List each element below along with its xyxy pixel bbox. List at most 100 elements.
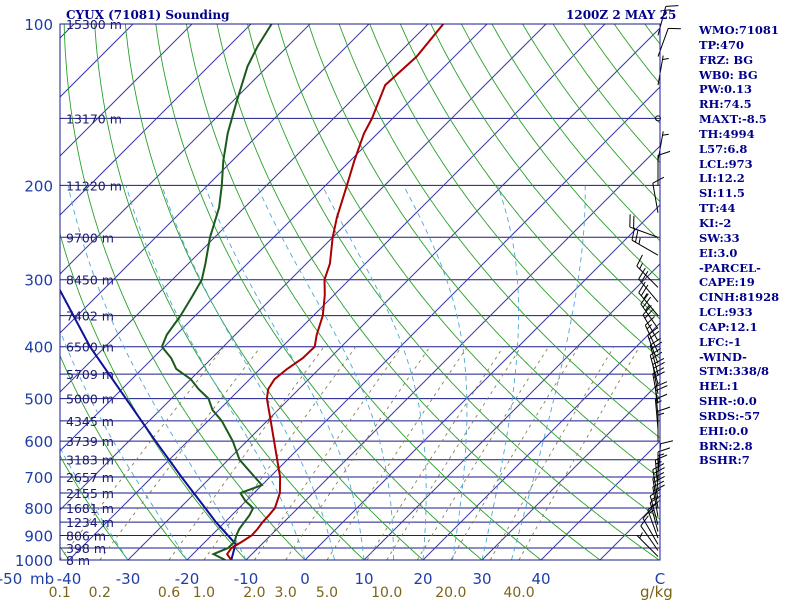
wind-barb-half-flag bbox=[657, 412, 665, 416]
stability-index-row: LCL:933 bbox=[699, 305, 753, 320]
dry-adiabat-line bbox=[60, 454, 129, 560]
dry-adiabat-line bbox=[491, 24, 660, 242]
wind-barb-shaft bbox=[657, 55, 664, 86]
stability-index-row: LI:12.2 bbox=[699, 171, 745, 186]
wind-barb-flag bbox=[640, 284, 649, 296]
wind-barb-shaft bbox=[631, 239, 659, 256]
mixing-ratio-line bbox=[254, 346, 402, 560]
parcel-curve bbox=[60, 288, 237, 560]
stability-index-row: PW:0.13 bbox=[699, 82, 753, 97]
wind-barb bbox=[657, 131, 669, 161]
pressure-tick-label: 700 bbox=[24, 469, 53, 487]
dewpoint-curve bbox=[160, 24, 273, 560]
temperature-tick-label: 0 bbox=[300, 570, 310, 588]
wind-barb-half-flag bbox=[643, 293, 648, 300]
isotherm-line bbox=[60, 24, 193, 157]
wind-barb-flag bbox=[655, 454, 668, 461]
wind-barb-half-flag bbox=[638, 237, 641, 245]
temperature-tick-label: -50 bbox=[0, 570, 22, 588]
wind-barb-half-flag bbox=[662, 133, 669, 136]
mixing-ratio-tick-label: 0.1 bbox=[49, 585, 71, 600]
wind-barb-shaft bbox=[642, 314, 659, 342]
pressure-tick-label: 600 bbox=[24, 433, 53, 451]
stability-index-row: BRN:2.8 bbox=[699, 438, 753, 453]
wind-barb-flag bbox=[653, 361, 665, 369]
height-level-label: 11220 m bbox=[66, 178, 122, 193]
wind-barb-flag bbox=[642, 508, 652, 519]
stability-index-row: LCL:973 bbox=[699, 156, 753, 171]
stability-index-row: WB0: BG bbox=[699, 67, 758, 82]
moist-adiabat-line bbox=[60, 446, 129, 560]
temperature-tick-label: -30 bbox=[116, 570, 141, 588]
stability-index-row: FRZ: BG bbox=[699, 52, 754, 67]
dry-adiabat-line bbox=[369, 24, 660, 399]
wind-barb-half-flag bbox=[657, 453, 665, 457]
wind-barb bbox=[629, 214, 659, 238]
chart-valid-time: 1200Z 2 MAY 25 bbox=[566, 8, 677, 22]
dry-adiabat-line bbox=[185, 24, 542, 560]
stability-index-row: KI:-2 bbox=[699, 215, 732, 230]
stability-index-row: MAXT:-8.5 bbox=[699, 112, 767, 127]
wind-barb-shaft bbox=[652, 183, 659, 213]
temperature-tick-label: 30 bbox=[472, 570, 491, 588]
temperature-tick-label: 20 bbox=[413, 570, 432, 588]
height-level-label: 7402 m bbox=[66, 309, 114, 324]
isotherm-line bbox=[127, 27, 660, 560]
pressure-tick-label: 500 bbox=[24, 391, 53, 409]
temperature-unit-label: C bbox=[655, 570, 665, 588]
stability-index-row: RH:74.5 bbox=[699, 97, 752, 112]
stability-index-row: STM:338/8 bbox=[699, 364, 770, 379]
pressure-tick-label: 1000 bbox=[15, 552, 53, 570]
isotherm-line bbox=[186, 86, 660, 560]
mixing-ratio-tick-label: 40.0 bbox=[503, 585, 534, 600]
dry-adiabat-line bbox=[216, 24, 601, 560]
wind-barb-shaft bbox=[644, 325, 659, 353]
mixing-ratio-unit-label: g/kg bbox=[640, 583, 673, 600]
isotherm-line bbox=[60, 24, 547, 511]
height-level-label: 806 m bbox=[66, 528, 106, 543]
stability-index-row: -PARCEL- bbox=[699, 260, 761, 275]
wind-barb-shaft bbox=[640, 525, 659, 551]
wind-barb-flag bbox=[652, 480, 665, 488]
wind-barb bbox=[638, 281, 659, 316]
height-level-label: 5000 m bbox=[66, 392, 114, 407]
wind-barb bbox=[652, 480, 665, 517]
wind-barb-shaft bbox=[649, 355, 659, 385]
isotherm-line bbox=[0, 24, 15, 560]
mixing-ratio-line bbox=[416, 346, 549, 560]
height-level-label: 3739 m bbox=[66, 434, 114, 449]
wind-barb-flag bbox=[638, 281, 646, 293]
height-level-label: 1234 m bbox=[66, 515, 114, 530]
stability-index-row: LFC:-1 bbox=[699, 334, 742, 349]
wind-barb bbox=[657, 5, 679, 36]
isotherm-line bbox=[68, 24, 606, 560]
moist-adiabat-line bbox=[481, 185, 520, 560]
pressure-tick-label: 200 bbox=[24, 177, 53, 195]
isotherm-line bbox=[540, 440, 660, 560]
wind-barb-shaft bbox=[629, 226, 659, 238]
wind-barb-flag bbox=[665, 5, 679, 7]
dry-adiabat-line bbox=[247, 24, 660, 560]
moist-adiabat-line bbox=[161, 185, 335, 560]
stability-index-row: HEL:1 bbox=[699, 379, 739, 394]
temperature-curve bbox=[225, 24, 445, 560]
wind-barb-shaft bbox=[652, 486, 659, 517]
mixing-ratio-tick-label: 10.0 bbox=[371, 585, 402, 600]
height-level-label: 6500 m bbox=[66, 340, 114, 355]
wind-barb bbox=[642, 305, 659, 342]
wind-barb-shaft bbox=[649, 495, 659, 526]
height-level-label: 1681 m bbox=[66, 501, 114, 516]
stability-index-row: EHI:0.0 bbox=[699, 423, 749, 438]
dry-adiabat-line bbox=[63, 24, 306, 560]
wind-barb-flag bbox=[638, 267, 646, 280]
wind-barb-half-flag bbox=[644, 305, 650, 311]
moist-adiabat-line bbox=[256, 185, 394, 560]
height-level-label: 2657 m bbox=[66, 470, 114, 485]
isotherm-line bbox=[245, 145, 660, 560]
wind-barb bbox=[652, 357, 665, 395]
height-level-label: 3183 m bbox=[66, 453, 114, 468]
height-level-label: 398 m bbox=[66, 541, 106, 556]
stability-index-row: L57:6.8 bbox=[699, 141, 748, 156]
wind-barb-shaft bbox=[647, 509, 659, 539]
